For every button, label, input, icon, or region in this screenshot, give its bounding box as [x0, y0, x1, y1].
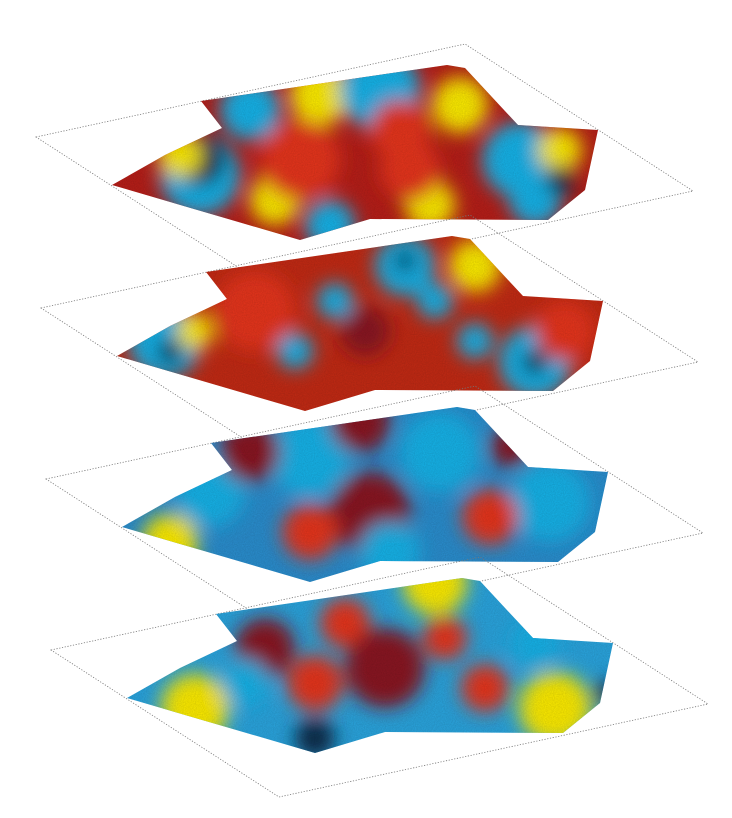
layer-1 — [34, 43, 695, 285]
layer-4 — [49, 556, 710, 798]
heatmap-surface — [112, 65, 598, 240]
heatmap-surface — [127, 578, 613, 753]
heatmap-surface — [122, 407, 608, 582]
layer-3 — [44, 385, 705, 627]
layer-2 — [39, 214, 700, 456]
heatmap-surface — [117, 236, 603, 411]
